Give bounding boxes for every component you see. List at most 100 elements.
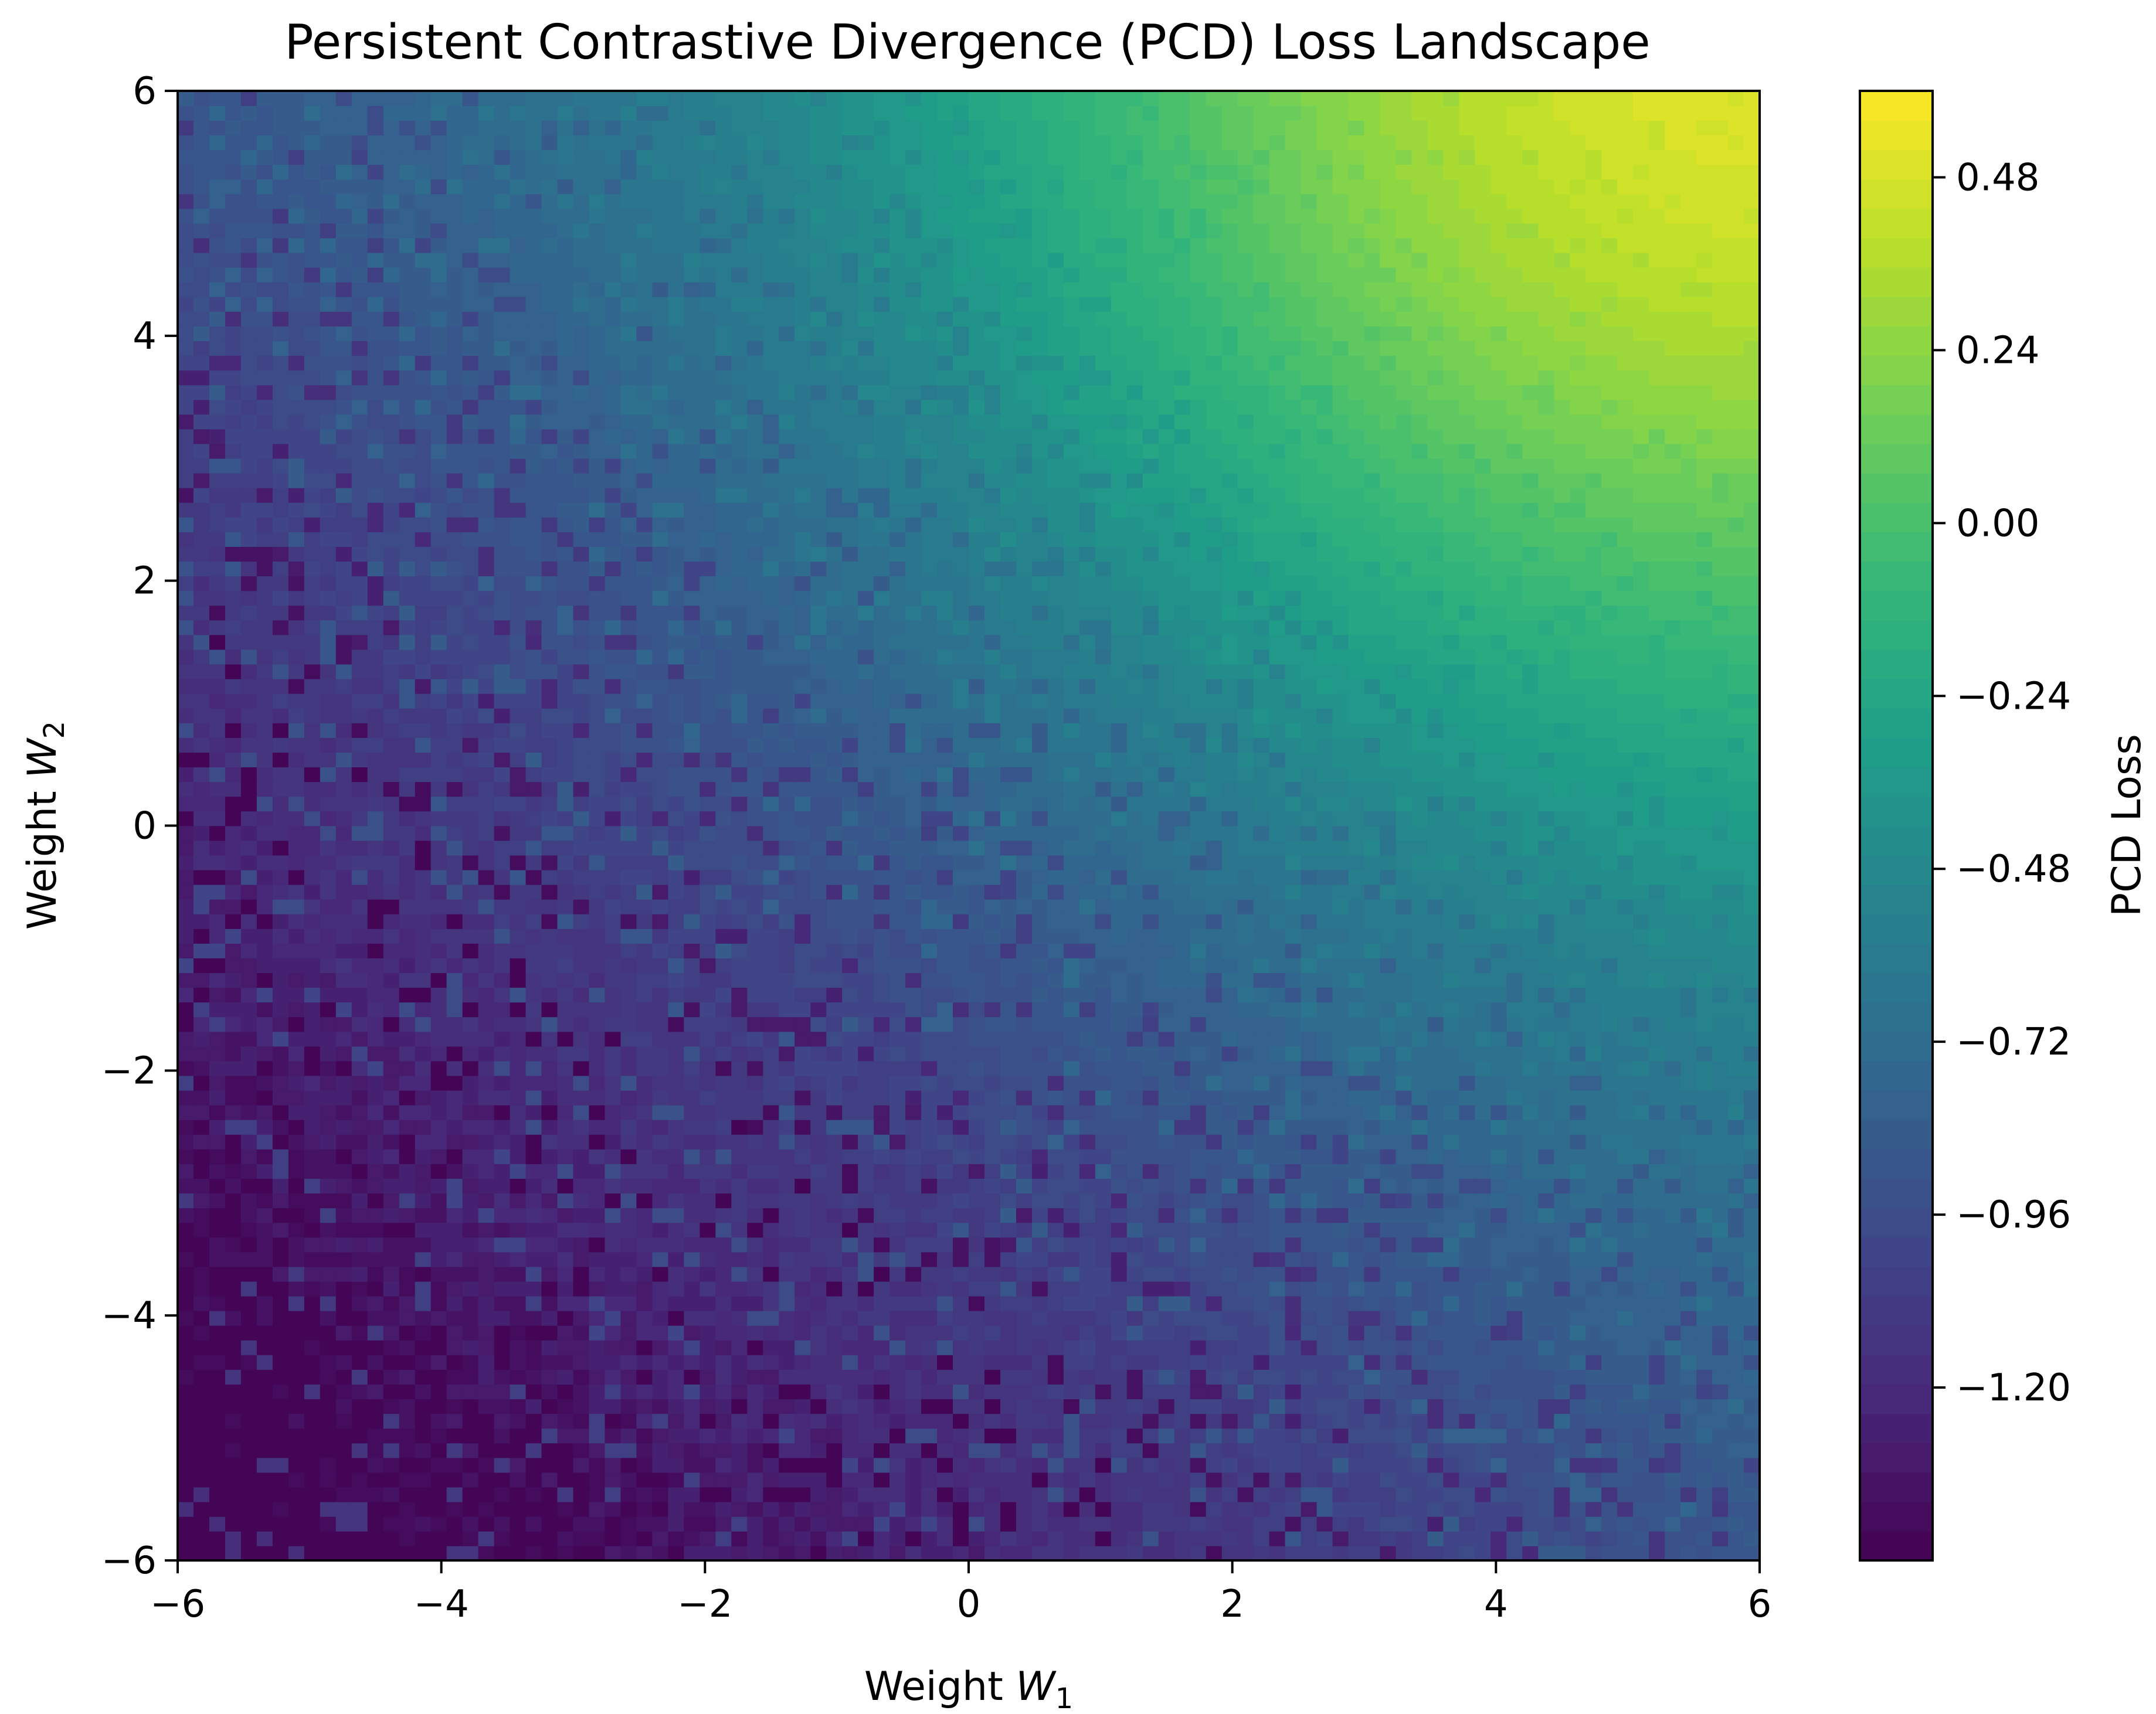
- heatmap-cell: [193, 1164, 210, 1179]
- heatmap-cell: [399, 1487, 416, 1502]
- heatmap-cell: [1237, 928, 1254, 944]
- heatmap-cell: [1696, 869, 1713, 885]
- heatmap-cell: [1174, 1472, 1191, 1488]
- heatmap-cells: [178, 91, 1760, 1561]
- heatmap-cell: [1221, 972, 1238, 988]
- heatmap-cell: [1554, 1208, 1571, 1223]
- heatmap-cell: [557, 899, 574, 914]
- heatmap-cell: [225, 1339, 242, 1355]
- heatmap-cell: [1348, 1193, 1365, 1209]
- heatmap-cell: [1601, 958, 1618, 973]
- heatmap-cell: [1538, 1016, 1555, 1032]
- heatmap-cell: [589, 1119, 606, 1135]
- heatmap-cell: [1601, 1545, 1618, 1561]
- heatmap-cell: [589, 928, 606, 944]
- heatmap-cell: [858, 943, 874, 958]
- heatmap-cell: [636, 1310, 653, 1326]
- heatmap-cell: [415, 1443, 432, 1458]
- heatmap-cell: [557, 913, 574, 929]
- heatmap-cell: [304, 1031, 321, 1047]
- heatmap-cell: [1158, 1016, 1175, 1032]
- heatmap-cell: [1570, 1075, 1587, 1091]
- heatmap-cell: [1348, 869, 1365, 885]
- heatmap-cell: [1649, 1046, 1665, 1062]
- heatmap-cell: [1680, 1178, 1697, 1194]
- heatmap-cell: [1063, 899, 1080, 914]
- heatmap-cell: [1490, 1281, 1507, 1297]
- heatmap-cell: [225, 1266, 242, 1282]
- heatmap-cell: [446, 1325, 463, 1341]
- heatmap-cell: [272, 1516, 289, 1532]
- heatmap-cell: [620, 1501, 637, 1517]
- heatmap-cell: [367, 1075, 384, 1091]
- heatmap-cell: [1000, 928, 1017, 944]
- heatmap-cell: [1601, 1208, 1618, 1223]
- heatmap-cell: [256, 1104, 273, 1120]
- heatmap-cell: [541, 1413, 558, 1429]
- heatmap-cell: [304, 1252, 321, 1267]
- heatmap-cell: [652, 1104, 669, 1120]
- heatmap-cell: [1601, 1222, 1618, 1238]
- heatmap-cell: [779, 1325, 796, 1341]
- heatmap-cell: [1221, 1384, 1238, 1400]
- heatmap-cell: [415, 1487, 432, 1502]
- heatmap-cell: [1301, 840, 1318, 856]
- heatmap-cell: [320, 855, 337, 870]
- heatmap-cell: [984, 1134, 1001, 1150]
- heatmap-cell: [225, 840, 242, 856]
- heatmap-cell: [573, 1193, 590, 1209]
- heatmap-cell: [1633, 1487, 1649, 1502]
- heatmap-cell: [731, 1119, 748, 1135]
- heatmap-cell: [763, 1281, 780, 1297]
- heatmap-cell: [1680, 1295, 1697, 1311]
- heatmap-cell: [430, 1443, 447, 1458]
- heatmap-cell: [1459, 1369, 1476, 1385]
- heatmap-cell: [1190, 1339, 1207, 1355]
- heatmap-cell: [430, 1164, 447, 1179]
- heatmap-cell: [763, 1472, 780, 1488]
- heatmap-cell: [1174, 1016, 1191, 1032]
- heatmap-cell: [1728, 1487, 1744, 1502]
- heatmap-cell: [1221, 1075, 1238, 1091]
- heatmap-cell: [494, 825, 511, 841]
- heatmap-cell: [858, 1208, 874, 1223]
- heatmap-cell: [1554, 1487, 1571, 1502]
- heatmap-cell: [1443, 1178, 1460, 1194]
- heatmap-cell: [636, 928, 653, 944]
- heatmap-cell: [1665, 913, 1681, 929]
- heatmap-cell: [1047, 825, 1064, 841]
- heatmap-cell: [494, 1222, 511, 1238]
- heatmap-cell: [1111, 1355, 1128, 1370]
- heatmap-cell: [1522, 840, 1539, 856]
- heatmap-cell: [1174, 869, 1191, 885]
- heatmap-cell: [1016, 913, 1033, 929]
- heatmap-cell: [1063, 987, 1080, 1003]
- heatmap-cell: [462, 1325, 479, 1341]
- heatmap-cell: [1047, 1222, 1064, 1238]
- heatmap-cell: [969, 1531, 985, 1546]
- heatmap-cell: [1126, 1531, 1143, 1546]
- heatmap-cell: [636, 855, 653, 870]
- heatmap-cell: [304, 1266, 321, 1282]
- heatmap-cell: [1190, 1428, 1207, 1444]
- heatmap-cell: [383, 1413, 400, 1429]
- heatmap-cell: [1522, 1472, 1539, 1488]
- heatmap-cell: [1079, 825, 1096, 841]
- heatmap-cell: [684, 1237, 701, 1253]
- heatmap-cell: [842, 1428, 858, 1444]
- heatmap-cell: [810, 1443, 827, 1458]
- heatmap-cell: [478, 1472, 495, 1488]
- heatmap-cell: [1649, 840, 1665, 856]
- heatmap-cell: [1380, 1075, 1397, 1091]
- heatmap-cell: [272, 1031, 289, 1047]
- heatmap-cell: [1174, 913, 1191, 929]
- heatmap-cell: [462, 1472, 479, 1488]
- heatmap-cell: [320, 1252, 337, 1267]
- heatmap-cell: [921, 1222, 938, 1238]
- heatmap-cell: [1174, 1355, 1191, 1370]
- heatmap-cell: [1079, 958, 1096, 973]
- heatmap-cell: [984, 869, 1001, 885]
- heatmap-cell: [240, 987, 257, 1003]
- heatmap-cell: [1617, 1384, 1634, 1400]
- heatmap-cell: [1601, 1046, 1618, 1062]
